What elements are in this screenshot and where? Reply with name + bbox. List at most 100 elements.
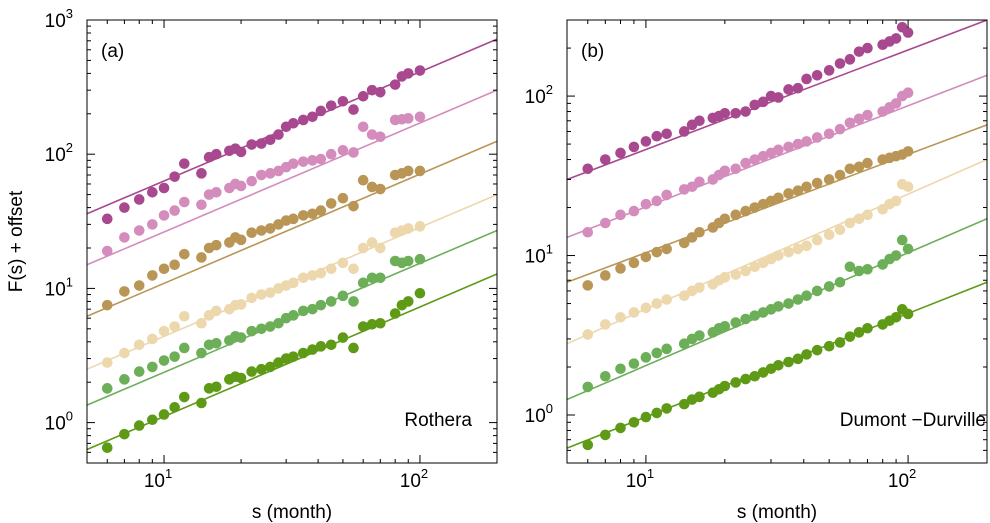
data-point bbox=[133, 366, 145, 377]
data-point bbox=[694, 115, 705, 127]
data-point bbox=[890, 250, 902, 261]
data-point bbox=[628, 141, 640, 153]
data-point bbox=[337, 332, 349, 343]
data-point bbox=[694, 176, 705, 188]
data-point bbox=[210, 337, 222, 349]
data-point bbox=[325, 263, 337, 275]
data-point bbox=[235, 299, 247, 310]
data-point bbox=[628, 205, 640, 217]
data-point bbox=[119, 202, 130, 213]
data-point bbox=[730, 107, 741, 119]
data-point bbox=[119, 428, 130, 440]
data-point bbox=[264, 168, 276, 179]
data-point bbox=[246, 366, 257, 377]
data-point bbox=[235, 332, 247, 343]
data-point bbox=[325, 100, 337, 111]
data-point bbox=[158, 325, 170, 337]
plot-frame bbox=[86, 19, 498, 464]
data-point bbox=[740, 205, 751, 217]
data-point bbox=[297, 210, 309, 221]
data-point bbox=[357, 91, 369, 102]
data-point bbox=[811, 177, 823, 189]
data-point bbox=[119, 232, 130, 243]
data-point bbox=[801, 240, 812, 252]
data-point bbox=[297, 156, 309, 167]
data-point bbox=[273, 317, 284, 329]
data-point bbox=[147, 219, 158, 230]
data-point bbox=[357, 321, 369, 332]
data-point bbox=[288, 310, 299, 321]
data-point bbox=[357, 277, 369, 289]
data-point bbox=[169, 351, 180, 362]
fit-line bbox=[87, 89, 497, 266]
data-point bbox=[179, 391, 190, 403]
data-point bbox=[853, 327, 865, 338]
data-point bbox=[902, 181, 914, 193]
data-point bbox=[315, 267, 327, 279]
data-point bbox=[651, 347, 663, 359]
data-point bbox=[414, 221, 426, 232]
data-point bbox=[375, 131, 386, 143]
data-point bbox=[307, 111, 318, 123]
data-point bbox=[366, 319, 378, 330]
data-point bbox=[801, 181, 812, 193]
data-point bbox=[661, 343, 672, 355]
data-point bbox=[196, 252, 207, 263]
data-point bbox=[210, 187, 222, 198]
data-point bbox=[582, 439, 594, 451]
data-point bbox=[315, 205, 327, 216]
data-point bbox=[264, 287, 276, 298]
data-point bbox=[730, 317, 741, 328]
data-point bbox=[902, 146, 914, 157]
data-point bbox=[834, 337, 846, 348]
data-point bbox=[902, 27, 914, 38]
data-point bbox=[325, 148, 337, 160]
data-point bbox=[297, 305, 309, 317]
plot-frame bbox=[566, 19, 988, 464]
panel-label: (a) bbox=[101, 41, 124, 62]
data-point bbox=[101, 357, 113, 368]
data-point bbox=[678, 126, 690, 137]
data-point bbox=[678, 237, 690, 249]
data-point bbox=[783, 141, 794, 153]
data-point bbox=[749, 261, 761, 273]
data-point bbox=[600, 217, 611, 229]
data-point bbox=[749, 154, 761, 165]
data-point bbox=[730, 209, 741, 221]
data-point bbox=[844, 54, 856, 65]
data-point bbox=[582, 329, 594, 340]
data-point bbox=[101, 213, 113, 225]
data-point bbox=[749, 370, 761, 382]
y-tick-label: 100 bbox=[45, 409, 73, 435]
data-point bbox=[133, 280, 145, 291]
data-point bbox=[823, 128, 835, 140]
data-point bbox=[169, 402, 180, 413]
data-point bbox=[158, 210, 170, 221]
data-point bbox=[678, 290, 690, 301]
data-point bbox=[844, 117, 856, 129]
data-point bbox=[366, 237, 378, 248]
data-point bbox=[210, 148, 222, 160]
data-point bbox=[811, 285, 823, 297]
data-point bbox=[730, 269, 741, 280]
data-point bbox=[158, 355, 170, 366]
data-point bbox=[862, 157, 873, 169]
data-point bbox=[414, 253, 426, 265]
data-point bbox=[158, 263, 170, 275]
data-point bbox=[834, 169, 846, 181]
data-point bbox=[348, 147, 359, 158]
data-point bbox=[661, 128, 672, 140]
data-point bbox=[640, 352, 652, 363]
data-point bbox=[357, 121, 369, 133]
data-point bbox=[337, 95, 349, 107]
data-point bbox=[823, 229, 835, 241]
data-point bbox=[582, 226, 594, 238]
data-point bbox=[119, 374, 130, 385]
data-point bbox=[896, 234, 908, 246]
data-point bbox=[169, 321, 180, 332]
data-point bbox=[256, 138, 267, 149]
data-point bbox=[256, 363, 267, 375]
data-point bbox=[348, 104, 359, 115]
data-point bbox=[773, 301, 784, 312]
